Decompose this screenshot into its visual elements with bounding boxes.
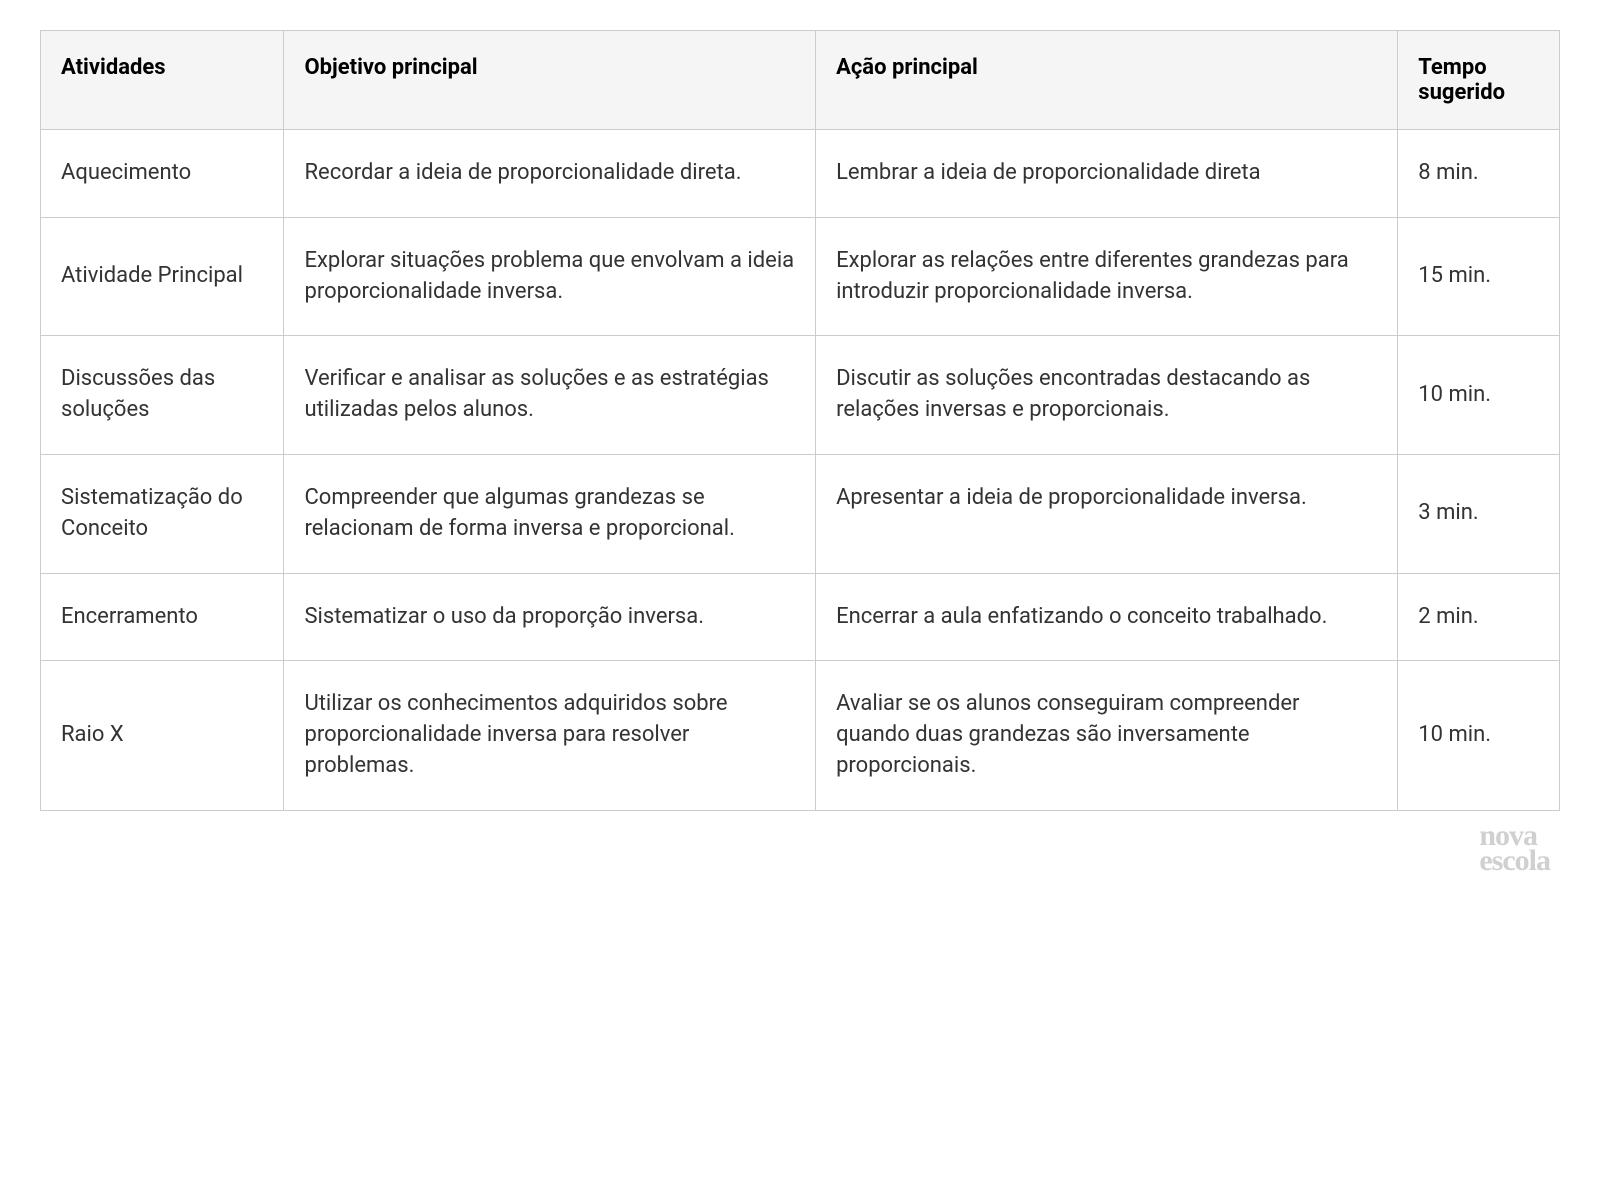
cell-acao: Apresentar a ideia de proporcionalidade …: [816, 454, 1398, 573]
cell-tempo: 10 min.: [1398, 336, 1560, 455]
cell-acao: Lembrar a ideia de proporcionalidade dir…: [816, 130, 1398, 218]
cell-tempo: 2 min.: [1398, 573, 1560, 661]
cell-acao: Avaliar se os alunos conseguiram compree…: [816, 661, 1398, 810]
table-row: Discussões das soluções Verificar e anal…: [41, 336, 1560, 455]
activities-table-container: Atividades Objetivo principal Ação princ…: [40, 30, 1560, 811]
cell-atividades: Aquecimento: [41, 130, 284, 218]
cell-objetivo: Recordar a ideia de proporcionalidade di…: [284, 130, 816, 218]
col-header-atividades: Atividades: [41, 31, 284, 130]
cell-objetivo: Explorar situações problema que envolvam…: [284, 217, 816, 336]
cell-atividades: Discussões das soluções: [41, 336, 284, 455]
col-header-objetivo: Objetivo principal: [284, 31, 816, 130]
table-header-row: Atividades Objetivo principal Ação princ…: [41, 31, 1560, 130]
nova-escola-logo: nova escola: [1479, 823, 1550, 874]
table-row: Encerramento Sistematizar o uso da propo…: [41, 573, 1560, 661]
cell-atividades: Sistematização do Conceito: [41, 454, 284, 573]
logo-line2: escola: [1479, 844, 1550, 877]
cell-objetivo: Compreender que algumas grandezas se rel…: [284, 454, 816, 573]
col-header-acao: Ação principal: [816, 31, 1398, 130]
cell-atividades: Atividade Principal: [41, 217, 284, 336]
cell-acao: Encerrar a aula enfatizando o conceito t…: [816, 573, 1398, 661]
cell-atividades: Raio X: [41, 661, 284, 810]
table-row: Aquecimento Recordar a ideia de proporci…: [41, 130, 1560, 218]
cell-objetivo: Utilizar os conhecimentos adquiridos sob…: [284, 661, 816, 810]
activities-table: Atividades Objetivo principal Ação princ…: [40, 30, 1560, 811]
logo-container: nova escola: [40, 811, 1560, 875]
table-row: Raio X Utilizar os conhecimentos adquiri…: [41, 661, 1560, 810]
cell-tempo: 15 min.: [1398, 217, 1560, 336]
cell-atividades: Encerramento: [41, 573, 284, 661]
cell-objetivo: Verificar e analisar as soluções e as es…: [284, 336, 816, 455]
table-row: Sistematização do Conceito Compreender q…: [41, 454, 1560, 573]
cell-acao: Explorar as relações entre diferentes gr…: [816, 217, 1398, 336]
cell-objetivo: Sistematizar o uso da proporção inversa.: [284, 573, 816, 661]
col-header-tempo: Tempo sugerido: [1398, 31, 1560, 130]
cell-acao: Discutir as soluções encontradas destaca…: [816, 336, 1398, 455]
cell-tempo: 10 min.: [1398, 661, 1560, 810]
cell-tempo: 3 min.: [1398, 454, 1560, 573]
cell-tempo: 8 min.: [1398, 130, 1560, 218]
table-row: Atividade Principal Explorar situações p…: [41, 217, 1560, 336]
